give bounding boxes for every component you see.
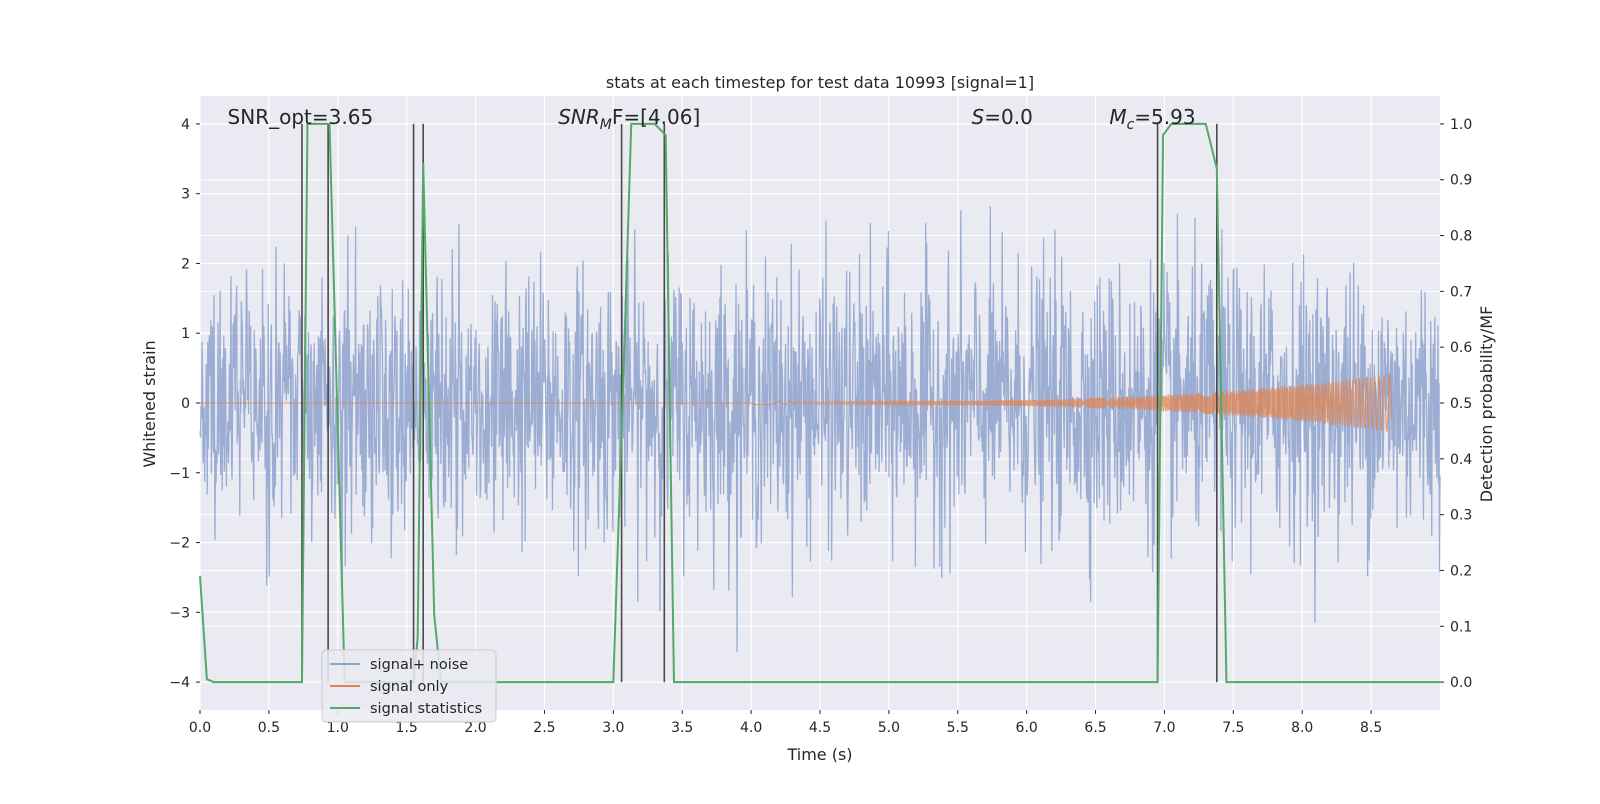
- x-tick-label: 3.5: [671, 720, 693, 736]
- x-tick-label: 6.5: [1084, 720, 1106, 736]
- annotation-0: SNR_opt=3.65: [228, 105, 374, 129]
- y-right-tick-label: 0.6: [1450, 340, 1472, 356]
- y-right-tick-label: 0.7: [1450, 284, 1472, 300]
- y-right-tick-label: 0.4: [1450, 452, 1472, 468]
- y-right-tick-label: 0.0: [1450, 675, 1472, 691]
- x-tick-label: 1.5: [396, 720, 418, 736]
- y-right-tick-label: 0.9: [1450, 173, 1472, 189]
- chirp-trace: [750, 373, 1393, 432]
- x-tick-label: 2.5: [533, 720, 555, 736]
- annotation-3: Mc=5.93: [1109, 105, 1195, 133]
- y-left-tick-labels: 4 3 2 1 0 −1 −2 −3 −4: [169, 117, 200, 691]
- x-tick-label: 5.0: [878, 720, 900, 736]
- y-left-tick-label: −2: [169, 536, 190, 552]
- y-right-axis-label: Detection probability/MF: [1477, 306, 1496, 503]
- x-tick-label: 2.0: [464, 720, 486, 736]
- x-tick-label: 0.0: [189, 720, 211, 736]
- annotations: SNR_opt=3.65 SNRMF=[4.06] S=0.0 Mc=5.93: [228, 105, 1196, 133]
- y-left-tick-label: 2: [181, 256, 190, 272]
- legend-box: [321, 649, 497, 723]
- annotation-main: S: [972, 105, 985, 129]
- annotation-rest: =0.0: [984, 105, 1033, 129]
- x-tick-label: 1.0: [327, 720, 349, 736]
- x-tick-label: 6.0: [1016, 720, 1038, 736]
- x-tick-label: 4.5: [809, 720, 831, 736]
- legend: signal+ noise signal only signal statistic…: [321, 649, 497, 723]
- y-left-tick-label: −4: [169, 675, 190, 691]
- y-left-tick-label: −3: [169, 605, 190, 621]
- x-tick-label: 8.5: [1360, 720, 1382, 736]
- x-tick-label: 5.5: [947, 720, 969, 736]
- annotation-1: SNRMF=[4.06]: [558, 105, 700, 133]
- legend-label: signal only: [370, 679, 449, 695]
- y-right-tick-label: 0.3: [1450, 508, 1472, 524]
- y-right-tick-label: 0.2: [1450, 563, 1472, 579]
- annotation-2: S=0.0: [972, 105, 1033, 129]
- annotation-sub: c: [1127, 117, 1135, 133]
- y-left-tick-label: 3: [181, 187, 190, 203]
- y-right-tick-label: 0.5: [1450, 396, 1472, 412]
- annotation-main: SNR: [558, 105, 600, 129]
- y-left-tick-label: 1: [181, 326, 190, 342]
- x-tick-label: 4.0: [740, 720, 762, 736]
- x-tick-label: 7.0: [1153, 720, 1175, 736]
- y-left-axis-label: Whitened strain: [140, 340, 159, 467]
- signal-only-series: [200, 373, 1393, 432]
- y-right-tick-labels: 1.0 0.9 0.8 0.7 0.6 0.5 0.4 0.3 0.2 0.1 0.0: [1440, 117, 1472, 691]
- legend-label: signal+ noise: [370, 657, 468, 673]
- legend-label: signal statistics: [370, 701, 482, 717]
- y-left-tick-label: 4: [181, 117, 190, 133]
- annotation-main: M: [1109, 105, 1126, 129]
- x-axis-label: Time (s): [786, 745, 852, 764]
- signal-noise-series: [199, 206, 1441, 653]
- x-tick-label: 3.0: [602, 720, 624, 736]
- noise-trace: [199, 206, 1441, 653]
- x-tick-label: 7.5: [1222, 720, 1244, 736]
- chart-title: stats at each timestep for test data 109…: [606, 73, 1034, 92]
- annotation-rest: F=[4.06]: [612, 105, 700, 129]
- y-right-tick-label: 0.8: [1450, 229, 1472, 245]
- y-left-tick-label: −1: [169, 466, 190, 482]
- y-right-tick-label: 1.0: [1450, 117, 1472, 133]
- annotation-rest: =5.93: [1134, 105, 1195, 129]
- y-left-tick-label: 0: [181, 396, 190, 412]
- y-right-tick-label: 0.1: [1450, 619, 1472, 635]
- annotation-sub: M: [600, 117, 612, 133]
- x-tick-label: 0.5: [258, 720, 280, 736]
- x-tick-label: 8.0: [1291, 720, 1313, 736]
- x-tick-labels: 0.0 0.5 1.0 1.5 2.0 2.5 3.0 3.5 4.0 4.5 5.0 5.5 6.0 6…: [189, 710, 1382, 736]
